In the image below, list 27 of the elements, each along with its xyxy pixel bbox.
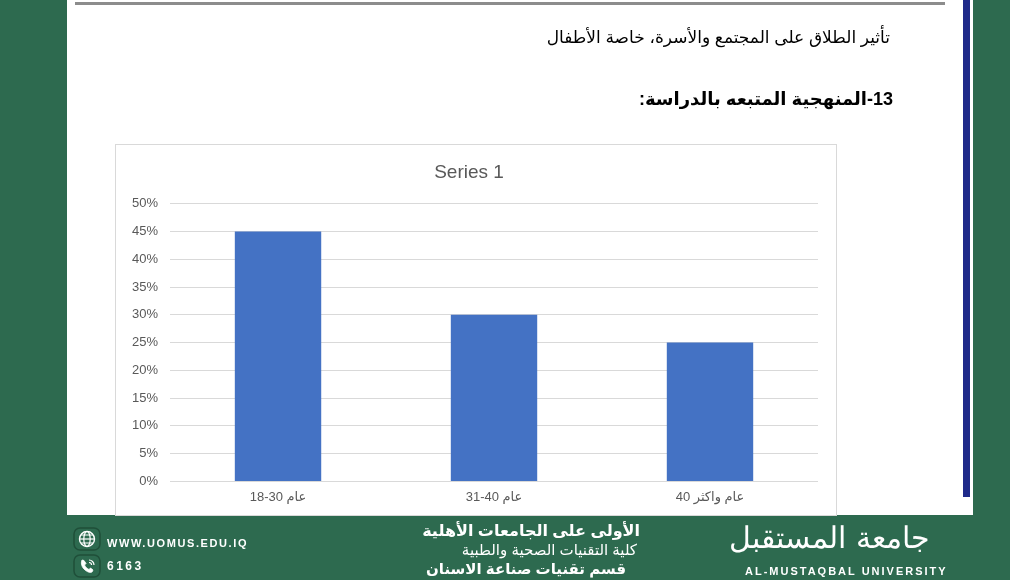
y-tick-label: 45% [131, 223, 159, 239]
text: WWW.UOMUS.EDU.IQ [107, 536, 249, 550]
text: قسم تقنيات صناعة الاسنان [426, 559, 626, 579]
bar [666, 342, 754, 481]
y-tick-label: 15% [131, 389, 159, 405]
bar [450, 314, 538, 481]
y-tick-label: 10% [131, 417, 159, 433]
y-tick-label: 50% [131, 195, 159, 211]
y-tick-label: 0% [139, 472, 159, 488]
chart-title: Series 1 [434, 160, 504, 182]
bar [234, 231, 322, 481]
text: الأولى على الجامعات الأهلية [422, 520, 640, 541]
text: جامعة المستقبل [729, 518, 930, 557]
x-tick-label: 18-30 عام [249, 488, 307, 504]
x-tick-label: 40 عام واكثر [675, 488, 745, 505]
y-tick-label: 40% [131, 250, 159, 266]
y-tick-label: 35% [131, 278, 159, 294]
text: 6163 [107, 558, 144, 574]
y-tick-label: 5% [139, 445, 159, 461]
text: AL-MUSTAQBAL UNIVERSITY [745, 564, 948, 578]
y-tick-label: 30% [131, 306, 159, 322]
x-tick-label: 31-40 عام [465, 488, 523, 504]
text: كلية التقنيات الصحية والطبية [461, 540, 637, 560]
text: 13-المنهجية المتبعه بالدراسة: [638, 87, 893, 111]
y-tick-label: 25% [131, 334, 159, 350]
text: تأثير الطلاق على المجتمع والأسرة، خاصة الأطفال [546, 27, 890, 49]
y-tick-label: 20% [131, 361, 159, 377]
